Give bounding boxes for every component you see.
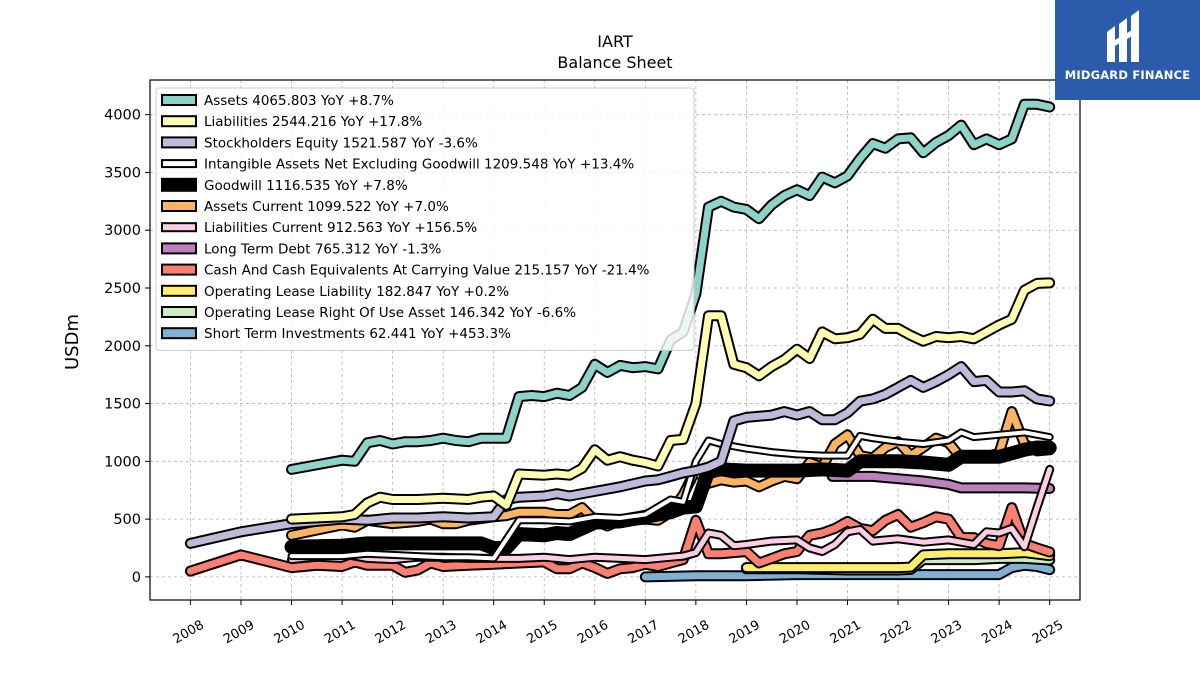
legend-label: Operating Lease Right Of Use Asset 146.3… [204,305,576,321]
x-tick-label: 2017 [625,618,661,648]
x-tick-label: 2025 [1030,618,1066,648]
series-lines [184,98,1057,583]
y-tick-label: 1000 [104,454,141,470]
series-line [288,279,1054,523]
legend-item: Cash And Cash Equivalents At Carrying Va… [161,263,650,279]
legend-swatch [161,242,197,255]
series-line [186,363,1054,547]
legend-label: Stockholders Equity 1521.587 YoY -3.6% [204,135,478,151]
legend-label: Operating Lease Liability 182.847 YoY +0… [204,284,509,300]
x-tick-label: 2024 [979,618,1015,648]
legend-label: Assets 4065.803 YoY +8.7% [204,93,394,109]
y-tick-label: 3500 [104,165,141,181]
x-tick-label: 2022 [878,618,914,648]
legend-item: Operating Lease Liability 182.847 YoY +0… [161,284,509,300]
series-cash-and-cash-equivalents-at-carrying-value [184,502,1056,579]
series-short-term-investments [639,559,1056,583]
legend-label: Liabilities Current 912.563 YoY +156.5% [204,220,477,236]
legend-item: Operating Lease Right Of Use Asset 146.3… [161,305,576,321]
legend-item: Assets 4065.803 YoY +8.7% [161,93,394,109]
series-long-term-debt [826,470,1056,494]
legend-swatch [161,200,197,212]
x-tick-label: 2021 [828,618,864,648]
y-tick-label: 3000 [104,223,141,239]
legend-swatch [161,306,197,318]
y-tick-label: 0 [132,570,141,586]
legend-swatch [161,136,197,149]
x-tick-label: 2009 [221,618,257,648]
series-goodwill [284,440,1057,555]
series-intangible-assets-net-excluding-goodwill [287,428,1054,563]
series-operating-lease-liability [740,547,1056,574]
legend-swatch [161,159,197,169]
series-stockholders-equity [184,361,1056,549]
x-tick-label: 2016 [575,618,611,648]
x-tick-label: 2012 [373,618,409,648]
brand-name: MIDGARD FINANCE [1064,68,1191,82]
series-line [289,430,1052,561]
x-tick-label: 2013 [423,618,459,648]
series-line [286,442,1055,553]
plot-frame [149,79,1081,601]
legend-label: Long Term Debt 765.312 YoY -1.3% [204,241,442,257]
legend-label: Cash And Cash Equivalents At Carrying Va… [204,263,650,279]
x-tick-label: 2011 [322,618,358,648]
legend-swatch [161,177,197,192]
legend-item: Assets Current 1099.522 YoY +7.0% [161,199,449,215]
midgard-finance-logo: MIDGARD FINANCE [1055,0,1200,100]
y-tick-label: 1500 [104,397,141,413]
legend-item: Short Term Investments 62.441 YoY +453.3… [161,326,511,342]
x-tick-label: 2008 [171,618,207,648]
y-tick-label: 2500 [104,281,141,297]
series-liabilities [286,277,1056,525]
legend-swatch [161,94,197,106]
y-tick-label: 500 [113,512,141,528]
x-tick-label: 2010 [272,618,308,648]
series-line [641,561,1054,581]
legend-label: Short Term Investments 62.441 YoY +453.3… [204,326,511,342]
y-tick-label: 2000 [104,339,141,355]
chart-subtitle: Balance Sheet [557,53,672,72]
y-tick-label: 4000 [104,108,141,124]
x-tick-label: 2019 [727,618,763,648]
x-tick-label: 2015 [524,618,560,648]
legend-item: Goodwill 1116.535 YoY +7.8% [161,177,408,194]
legend-swatch [161,222,197,233]
legend-swatch [161,284,197,297]
legend-item: Intangible Assets Net Excluding Goodwill… [161,157,634,173]
legend: Assets 4065.803 YoY +8.7% Liabilities 254… [155,87,695,351]
legend-label: Goodwill 1116.535 YoY +7.8% [204,178,408,194]
legend-swatch [161,327,197,340]
chart-title: IART [597,32,633,51]
legend-item: Liabilities 2544.216 YoY +17.8% [161,114,422,130]
y-axis-label: USDm [62,314,83,370]
legend-swatch [161,263,197,276]
legend-item: Stockholders Equity 1521.587 YoY -3.6% [161,135,478,151]
x-tick-label: 2018 [676,618,712,648]
legend-box [155,87,695,351]
series-line [828,472,1054,492]
series-line [742,549,1054,572]
legend-label: Assets Current 1099.522 YoY +7.0% [204,199,449,215]
series-line [186,504,1054,577]
legend-label: Liabilities 2544.216 YoY +17.8% [204,114,422,130]
legend-label: Intangible Assets Net Excluding Goodwill… [204,157,634,173]
legend-item: Liabilities Current 912.563 YoY +156.5% [161,220,477,236]
x-tick-label: 2020 [777,618,813,648]
legend-swatch [161,115,197,128]
x-tick-label: 2023 [929,618,965,648]
legend-item: Long Term Debt 765.312 YoY -1.3% [161,241,442,257]
midgard-logo-icon [1107,10,1139,62]
x-tick-label: 2014 [474,618,510,648]
